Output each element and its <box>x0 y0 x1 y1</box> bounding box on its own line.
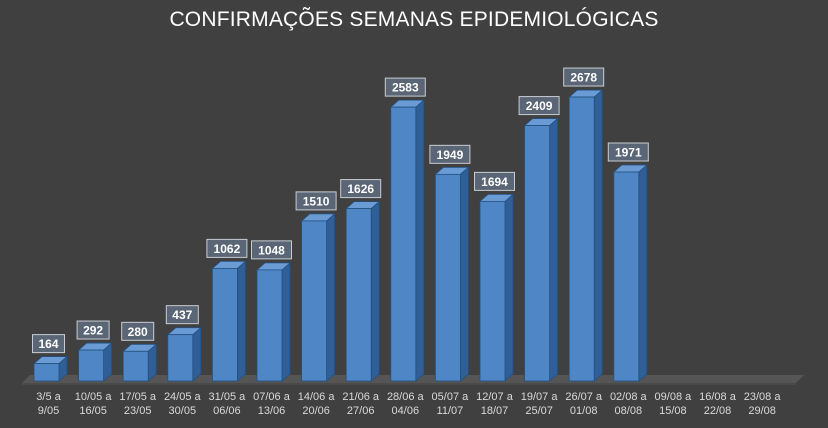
x-tick-label: 07/06 a <box>253 391 291 403</box>
x-tick-label: 28/06 a <box>387 391 425 403</box>
x-tick-label: 16/08 a <box>699 391 737 403</box>
x-tick-label: 04/06 <box>392 405 420 417</box>
data-label-box <box>474 171 515 191</box>
bar <box>78 349 104 382</box>
data-label-box <box>563 67 605 87</box>
x-tick-label: 01/08 <box>570 405 598 417</box>
bar-side <box>549 117 558 382</box>
bar <box>613 171 640 382</box>
data-label-box <box>340 179 382 199</box>
data-label: 1694 <box>481 175 508 189</box>
x-tick-label: 9/05 <box>38 405 59 417</box>
bar-side <box>415 99 425 382</box>
data-label: 1971 <box>615 146 642 160</box>
x-tick-label: 10/05 a <box>75 391 113 403</box>
bar <box>479 200 506 382</box>
data-label: 1048 <box>258 243 285 257</box>
x-tick-label: 21/06 a <box>342 391 380 403</box>
bar <box>434 173 461 382</box>
x-tick-label: 30/05 <box>169 405 197 417</box>
data-label: 280 <box>128 325 148 339</box>
data-label: 437 <box>172 308 192 322</box>
x-tick-label: 27/06 <box>347 405 375 417</box>
x-tick-label: 31/05 a <box>209 391 247 403</box>
x-tick-label: 16/05 <box>79 405 107 417</box>
x-tick-label: 24/05 a <box>164 391 202 403</box>
data-label-box <box>607 142 649 162</box>
bar-side <box>459 166 469 382</box>
bar-side <box>370 200 380 382</box>
x-tick-label: 25/07 <box>525 405 553 417</box>
data-label: 2678 <box>570 71 597 85</box>
x-tick-label: 22/08 <box>704 405 732 417</box>
data-label-box <box>251 240 292 260</box>
bar-side <box>504 193 514 382</box>
x-tick-label: 3/5 a <box>36 391 61 403</box>
data-label-box <box>206 238 248 258</box>
x-tick-label: 19/07 a <box>521 391 559 403</box>
x-tick-label: 29/08 <box>748 405 776 417</box>
x-tick-label: 05/07 a <box>432 391 470 403</box>
data-label-box <box>121 321 155 341</box>
bar-side <box>236 260 246 382</box>
data-label-box <box>165 305 199 325</box>
bar <box>167 334 194 382</box>
data-label: 164 <box>38 337 58 351</box>
x-tick-label: 08/08 <box>615 405 643 417</box>
bar-side <box>281 261 291 382</box>
data-label-box <box>32 334 65 354</box>
x-tick-label: 12/07 a <box>476 391 514 403</box>
bar <box>301 220 328 382</box>
x-tick-label: 20/06 <box>302 405 330 417</box>
data-label-box <box>384 77 426 97</box>
data-label-box <box>429 144 471 164</box>
bar <box>122 350 149 382</box>
x-tick-label: 14/06 a <box>298 391 336 403</box>
bar-side <box>192 326 202 382</box>
bar-side <box>638 164 648 382</box>
x-tick-label: 09/08 a <box>655 391 693 403</box>
bar <box>33 363 60 382</box>
x-tick-label: 02/08 a <box>610 391 648 403</box>
data-label: 1062 <box>214 242 241 256</box>
bar <box>211 267 238 382</box>
x-tick-label: 23/05 <box>124 405 152 417</box>
bar <box>568 96 595 382</box>
data-label-box <box>76 320 110 340</box>
chart-title: CONFIRMAÇÕES SEMANAS EPIDEMIOLÓGICAS <box>169 8 659 31</box>
x-tick-label: 15/08 <box>659 405 687 417</box>
x-tick-label: 26/07 a <box>565 391 603 403</box>
bar <box>390 106 417 382</box>
x-tick-label: 18/07 <box>481 405 509 417</box>
data-label-box <box>518 96 560 116</box>
bar <box>524 125 550 382</box>
floor-edge <box>22 383 796 385</box>
data-label: 292 <box>83 324 103 338</box>
data-label-box <box>295 191 337 211</box>
data-label: 1949 <box>437 148 464 162</box>
x-tick-label: 11/07 <box>437 405 464 417</box>
x-tick-label: 06/06 <box>213 405 241 417</box>
x-tick-label: 23/08 a <box>744 391 782 403</box>
bar-side <box>593 89 603 382</box>
bar <box>345 208 372 382</box>
data-label: 1510 <box>303 194 330 208</box>
bar <box>256 269 283 382</box>
data-label: 1626 <box>347 182 374 196</box>
data-label: 2583 <box>392 81 419 95</box>
x-tick-label: 13/06 <box>258 405 286 417</box>
x-tick-label: 17/05 a <box>119 391 157 403</box>
bar-side <box>326 213 336 382</box>
data-label: 2409 <box>526 99 553 113</box>
